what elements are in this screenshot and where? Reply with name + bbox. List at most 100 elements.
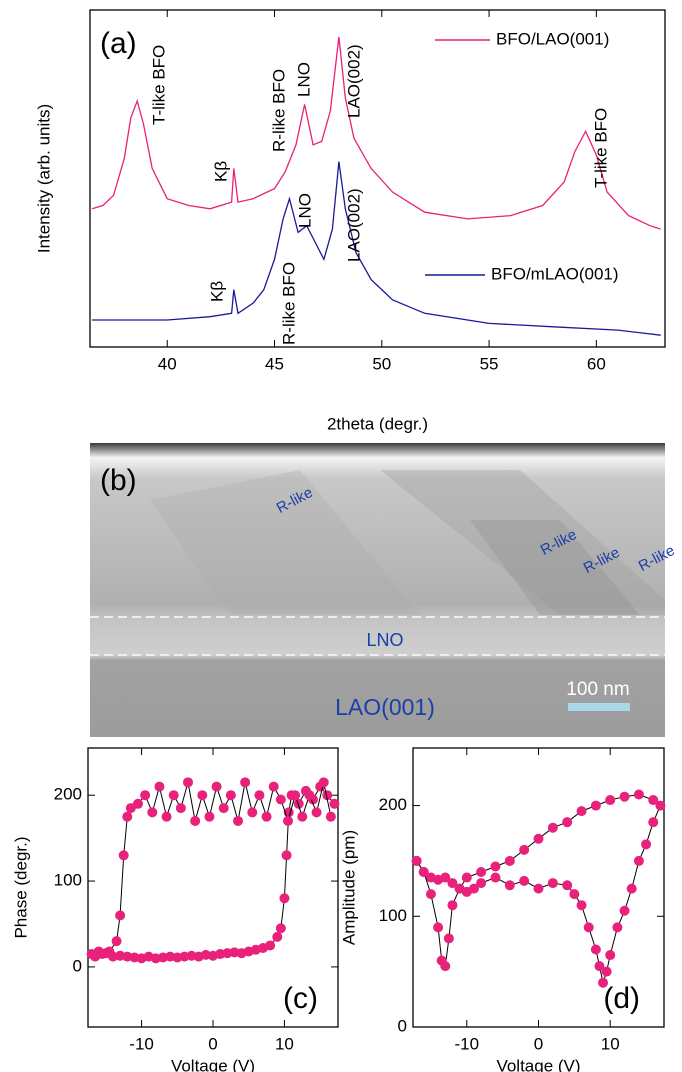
image-annotation: LNO	[366, 630, 403, 650]
point	[490, 861, 501, 872]
point	[648, 795, 659, 806]
annotation: R-like BFO	[269, 69, 288, 152]
annotation: LNO	[295, 193, 314, 228]
y-axis-label: Phase (degr.)	[11, 836, 30, 938]
point	[576, 900, 587, 911]
annotation: Kβ	[207, 281, 226, 302]
point	[140, 790, 151, 801]
point	[275, 794, 286, 805]
point	[447, 878, 458, 889]
point	[418, 867, 429, 877]
point	[562, 817, 573, 828]
point	[562, 880, 573, 891]
scale-bar-label: 100 nm	[566, 679, 629, 700]
x-tick-label: 45	[265, 354, 284, 373]
x-tick-label: 55	[480, 354, 499, 373]
point	[218, 803, 229, 814]
point	[168, 790, 179, 801]
point	[233, 815, 243, 826]
point	[433, 922, 444, 933]
point	[590, 800, 601, 811]
x-tick-label: -10	[454, 1034, 479, 1053]
point	[279, 893, 290, 904]
point	[443, 933, 454, 944]
point	[325, 811, 336, 822]
point	[605, 950, 616, 961]
y-tick-label: 200	[54, 785, 82, 804]
x-tick-label: 60	[587, 354, 606, 373]
connect-line	[416, 805, 661, 985]
x-tick-label: 40	[158, 354, 177, 373]
point	[297, 811, 308, 822]
point	[425, 889, 436, 900]
panel-label: (c)	[283, 982, 318, 1015]
point	[111, 936, 122, 947]
y-axis-label: Intensity (arb. units)	[34, 104, 53, 253]
point	[504, 880, 515, 891]
point	[125, 803, 136, 814]
point	[576, 806, 587, 817]
point	[190, 815, 201, 826]
point	[175, 803, 186, 814]
point	[619, 791, 630, 802]
point	[594, 961, 605, 972]
point	[605, 795, 616, 806]
annotation: T-like BFO	[149, 45, 168, 125]
point	[118, 850, 129, 861]
point	[476, 878, 487, 889]
point	[261, 811, 272, 822]
point	[547, 878, 558, 889]
point	[322, 790, 333, 801]
legend-label: BFO/mLAO(001)	[491, 264, 619, 283]
point	[147, 807, 158, 818]
scale-bar	[568, 703, 630, 711]
point	[161, 811, 172, 822]
point	[454, 883, 465, 894]
annotation: LAO(002)	[344, 44, 363, 118]
point	[254, 790, 265, 801]
point	[154, 781, 165, 792]
point	[519, 875, 530, 886]
point	[304, 790, 315, 801]
y-tick-label: 0	[73, 956, 82, 975]
point	[240, 777, 251, 788]
point	[293, 798, 304, 809]
point	[183, 777, 193, 788]
point	[601, 966, 612, 977]
point	[290, 790, 301, 801]
point	[633, 855, 644, 866]
x-tick-label: 0	[208, 1034, 217, 1053]
x-axis-label: Voltage (V)	[496, 1056, 580, 1072]
point	[225, 790, 236, 801]
point	[504, 855, 515, 866]
point	[612, 922, 623, 933]
point	[329, 798, 340, 809]
point	[476, 867, 487, 877]
y-tick-label: 100	[54, 871, 82, 890]
annotation: LNO	[294, 62, 313, 97]
plot-frame	[89, 9, 666, 348]
point	[626, 883, 637, 894]
panel-label: (d)	[603, 982, 640, 1015]
point	[598, 977, 609, 988]
x-axis-label: 2theta (degr.)	[327, 414, 428, 433]
point	[318, 777, 329, 788]
image-annotation: LAO(001)	[335, 694, 435, 720]
point	[204, 811, 215, 822]
point	[447, 900, 458, 911]
point	[655, 800, 666, 811]
point	[272, 931, 283, 942]
panel-label: (b)	[100, 464, 137, 497]
point	[590, 944, 601, 955]
point	[440, 872, 451, 883]
annotation: LAO(002)	[344, 188, 363, 262]
point	[90, 951, 101, 962]
point	[547, 822, 558, 833]
point	[436, 955, 447, 966]
tem-image: (b) R-like R-like R-like R-like LNO LAO(…	[90, 443, 678, 737]
x-tick-label: 10	[275, 1034, 294, 1053]
point	[281, 850, 292, 861]
annotation: R-like BFO	[279, 262, 298, 345]
x-axis-label: Voltage (V)	[171, 1056, 255, 1072]
point	[519, 844, 530, 855]
